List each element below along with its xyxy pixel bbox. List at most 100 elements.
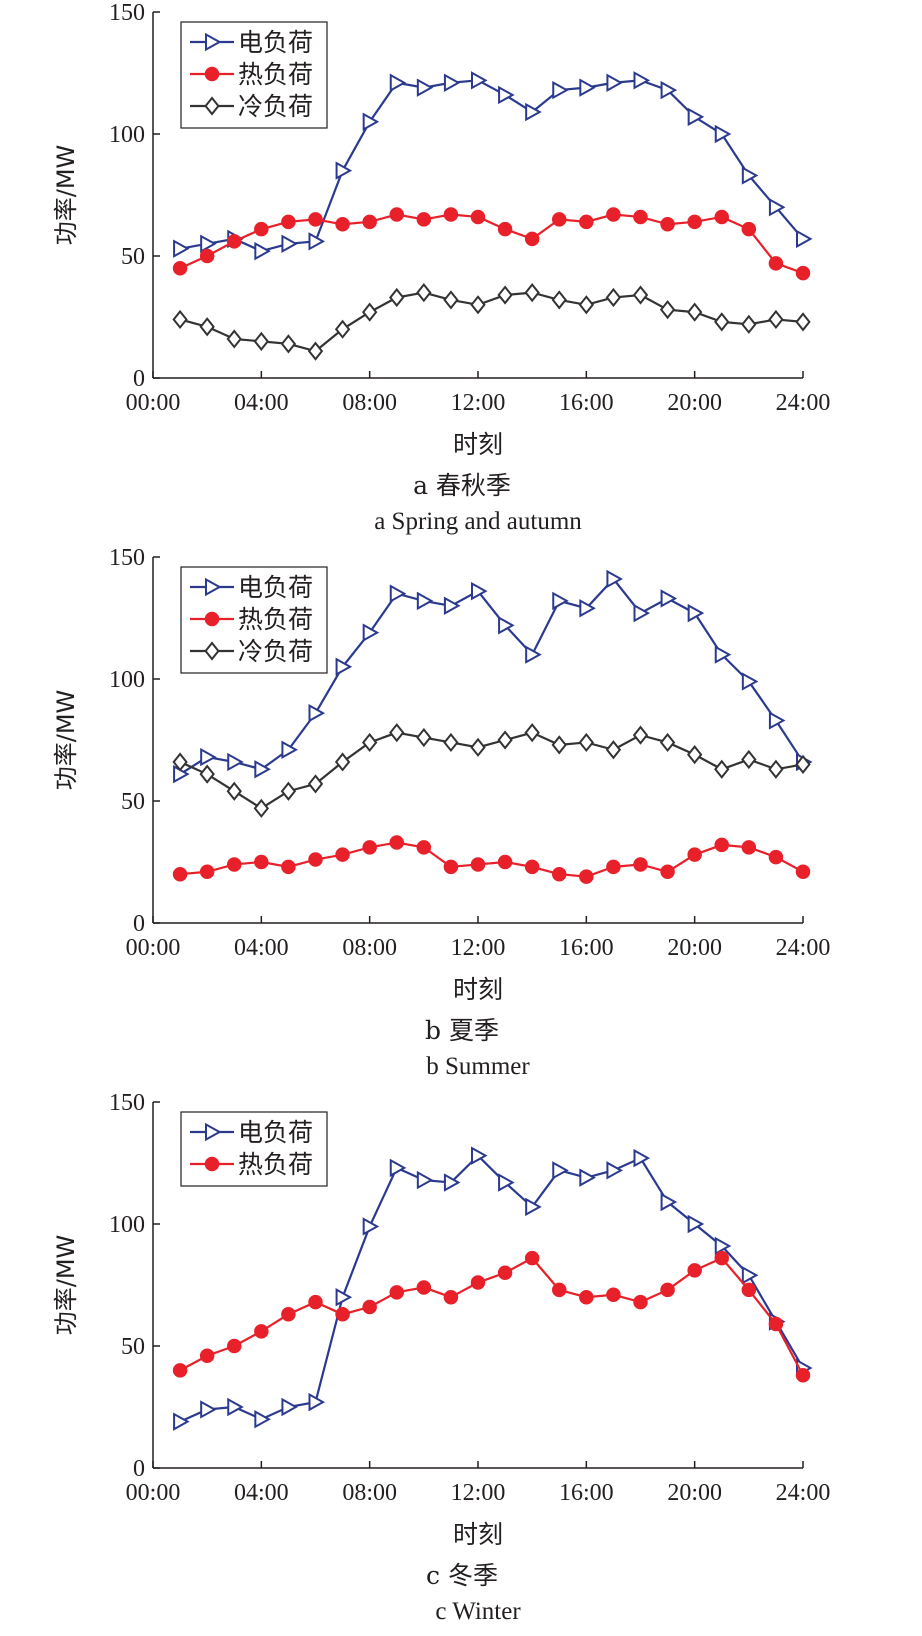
legend-marker xyxy=(204,66,220,82)
x-axis-title: 时刻 xyxy=(453,430,503,459)
data-point xyxy=(796,229,813,249)
x-tick-label: 16:00 xyxy=(559,935,614,961)
data-point xyxy=(308,232,326,251)
data-point xyxy=(470,295,486,315)
data-point xyxy=(659,300,676,320)
data-point xyxy=(714,124,732,144)
legend-label: 热负荷 xyxy=(238,60,313,89)
data-point xyxy=(254,1324,269,1339)
data-point xyxy=(200,234,217,253)
data-point xyxy=(199,864,215,880)
data-point xyxy=(253,798,270,818)
data-point xyxy=(552,866,567,882)
data-point xyxy=(524,859,540,875)
data-point xyxy=(173,1412,190,1431)
data-point xyxy=(254,241,271,261)
series-line-2 xyxy=(179,841,804,878)
data-point xyxy=(172,309,188,330)
data-point xyxy=(768,256,784,271)
data-point xyxy=(552,80,569,100)
data-point xyxy=(470,857,486,872)
data-point xyxy=(633,1294,648,1310)
data-point xyxy=(335,1288,353,1307)
data-point xyxy=(470,1275,486,1290)
data-point xyxy=(389,835,404,850)
data-point xyxy=(416,591,434,611)
data-point xyxy=(525,645,542,664)
series-markers-1 xyxy=(173,1146,813,1431)
data-point xyxy=(552,212,567,227)
data-point xyxy=(227,1397,244,1417)
caption-chinese: c 冬季 xyxy=(426,1561,498,1590)
x-tick-label: 08:00 xyxy=(342,935,397,961)
data-point xyxy=(254,760,271,779)
data-point xyxy=(686,745,703,765)
data-point xyxy=(578,295,595,315)
data-point xyxy=(632,285,649,305)
legend-marker xyxy=(204,96,220,116)
data-point xyxy=(308,852,323,867)
data-point xyxy=(687,603,705,623)
y-tick-label: 150 xyxy=(109,1090,145,1116)
caption-chinese: b 夏季 xyxy=(425,1016,499,1045)
legend-marker-shape xyxy=(204,641,220,661)
data-point xyxy=(795,265,811,281)
data-point xyxy=(199,248,215,264)
data-point xyxy=(633,857,648,872)
data-point xyxy=(714,645,732,664)
x-tick-label: 08:00 xyxy=(342,390,397,416)
legend-label: 电负荷 xyxy=(238,28,313,57)
data-point xyxy=(281,1307,296,1322)
x-tick-label: 04:00 xyxy=(234,390,289,416)
data-point xyxy=(389,287,405,308)
data-point xyxy=(741,840,757,855)
data-point xyxy=(687,107,705,127)
data-point xyxy=(200,747,217,767)
legend-marker-shape xyxy=(205,577,222,597)
data-point xyxy=(605,287,622,308)
data-point xyxy=(660,217,675,232)
x-tick-label: 00:00 xyxy=(126,935,181,961)
data-point xyxy=(498,616,515,635)
data-point xyxy=(362,1299,377,1315)
data-point xyxy=(361,732,378,753)
series-markers-2 xyxy=(172,207,811,281)
data-point xyxy=(416,78,434,97)
data-point xyxy=(471,71,488,90)
data-point xyxy=(334,752,351,772)
data-point xyxy=(335,161,353,180)
legend-marker xyxy=(204,641,220,661)
data-point xyxy=(416,1170,434,1190)
data-point xyxy=(172,260,188,276)
data-point xyxy=(741,1266,759,1285)
data-point xyxy=(660,589,678,608)
y-tick-label: 0 xyxy=(133,366,145,392)
x-tick-label: 04:00 xyxy=(234,1480,289,1506)
data-point xyxy=(281,740,298,759)
y-tick-label: 0 xyxy=(133,1456,145,1482)
data-point xyxy=(714,312,730,332)
caption-english: c Winter xyxy=(435,1598,521,1625)
data-point xyxy=(389,584,407,603)
data-point xyxy=(741,672,759,691)
x-tick-label: 16:00 xyxy=(559,1480,614,1506)
data-point xyxy=(660,1282,675,1298)
data-point xyxy=(389,1285,404,1300)
data-point xyxy=(714,1250,729,1266)
series-line-1 xyxy=(179,1154,804,1423)
data-point xyxy=(416,727,432,748)
data-point xyxy=(362,623,380,642)
data-point xyxy=(470,737,486,757)
data-point xyxy=(552,591,569,611)
x-tick-label: 00:00 xyxy=(126,390,181,416)
data-point xyxy=(308,1392,326,1412)
legend-marker-shape xyxy=(204,66,220,82)
data-point xyxy=(524,1250,540,1266)
data-point xyxy=(281,214,296,230)
data-point xyxy=(552,1282,567,1298)
data-point xyxy=(660,864,675,880)
data-point xyxy=(253,331,270,352)
data-point xyxy=(254,854,269,870)
legend-marker-shape xyxy=(204,96,220,116)
chart-panel-a: 0 50 100 150 00:00 04:00 08:00 12:00 16:00 20:00 2… xyxy=(0,0,922,545)
